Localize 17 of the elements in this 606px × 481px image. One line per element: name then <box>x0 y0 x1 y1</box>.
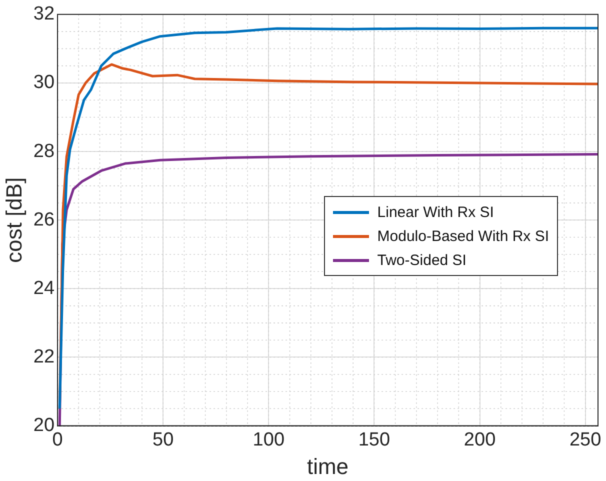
y-tick-label: 32 <box>33 4 55 25</box>
legend-label: Linear With Rx SI <box>377 204 494 220</box>
x-tick-label: 150 <box>358 429 390 450</box>
y-axis-title: cost [dB] <box>1 177 26 263</box>
x-axis-title: time <box>306 454 349 479</box>
x-tick-label: 200 <box>464 429 496 450</box>
x-tick-label: 0 <box>52 429 63 450</box>
x-tick-label: 50 <box>152 429 174 450</box>
y-tick-label: 26 <box>33 209 55 230</box>
legend-label: Two-Sided SI <box>377 252 466 268</box>
y-tick-label: 24 <box>33 278 55 299</box>
y-tick-label: 30 <box>33 72 55 94</box>
y-tick-label: 28 <box>33 140 55 162</box>
y-tick-label: 22 <box>33 346 55 368</box>
legend-label: Modulo-Based With Rx SI <box>377 228 549 244</box>
x-tick-label: 100 <box>252 429 285 450</box>
x-tick-label: 250 <box>569 429 602 450</box>
